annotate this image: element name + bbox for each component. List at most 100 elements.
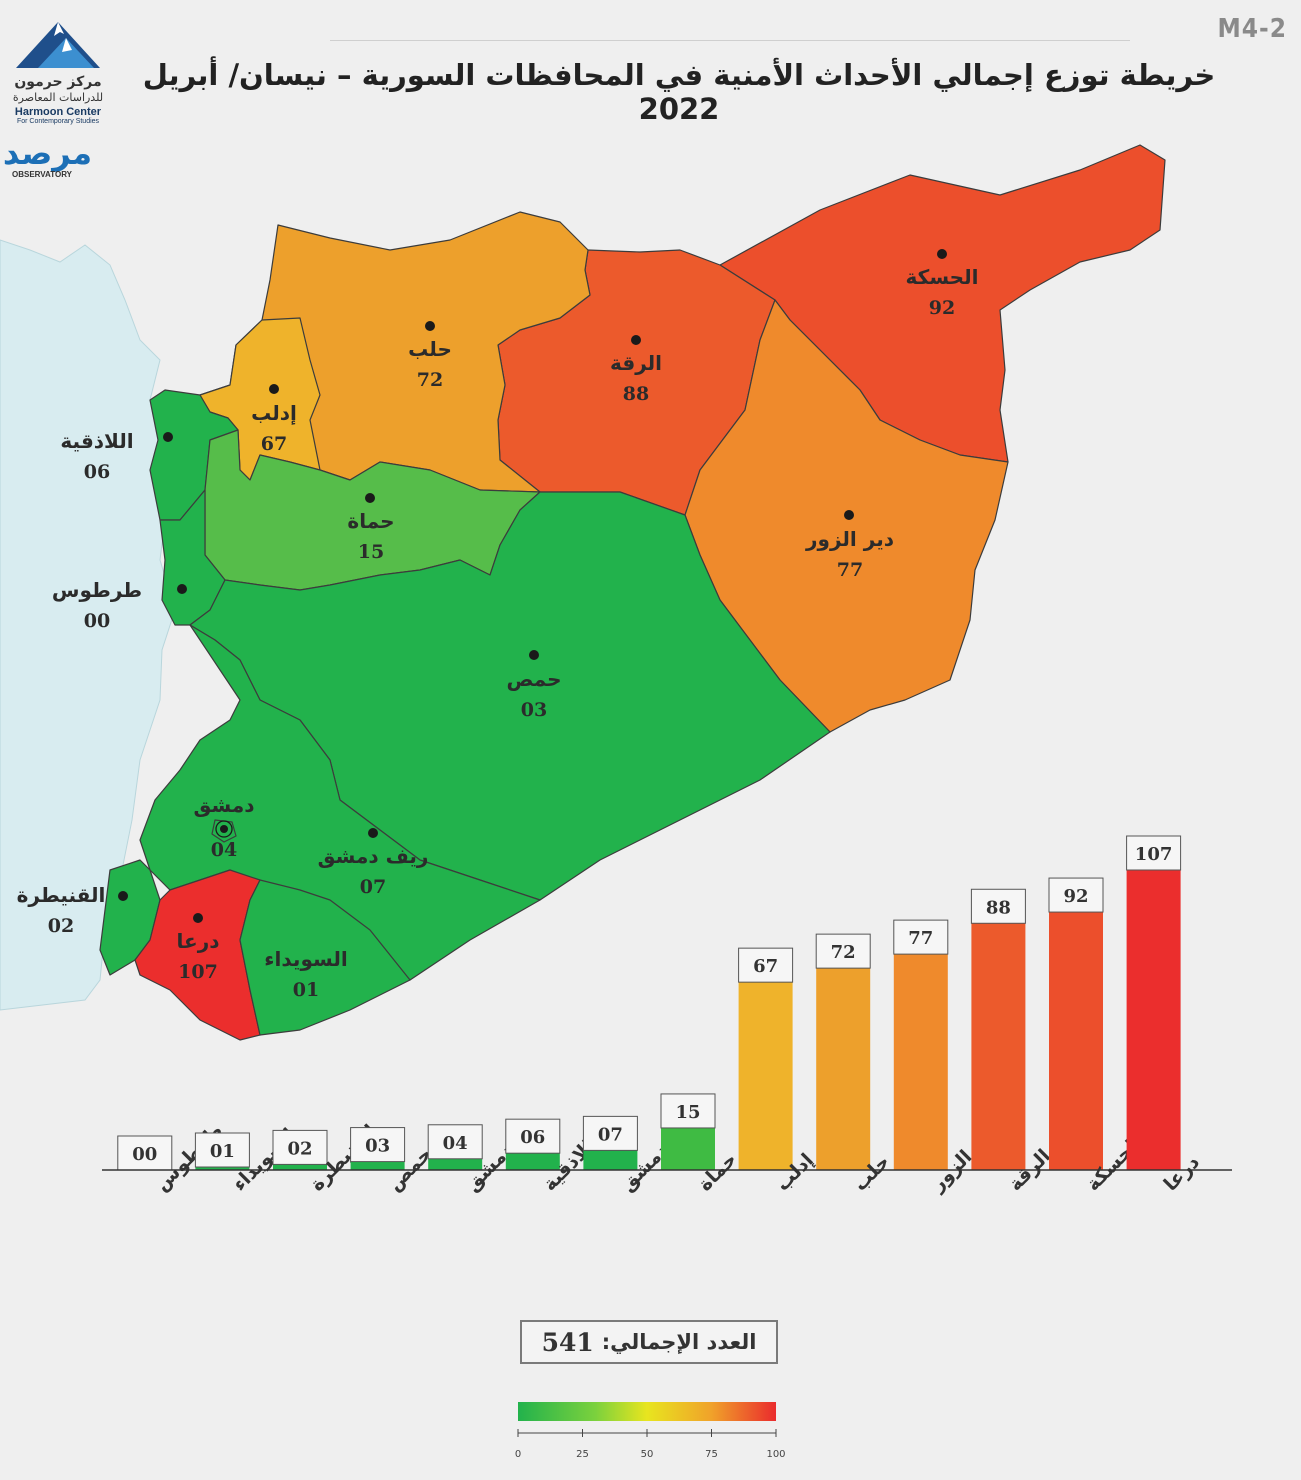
bar bbox=[971, 923, 1026, 1170]
scale-gradient-bar bbox=[518, 1402, 776, 1421]
bar-value-label: 92 bbox=[1063, 886, 1088, 907]
bar-value-label: 02 bbox=[287, 1138, 312, 1159]
hasakah-dot-icon bbox=[937, 249, 947, 259]
bar bbox=[273, 1164, 327, 1170]
bar-value-label: 15 bbox=[675, 1102, 700, 1123]
tartus-dot-icon bbox=[177, 584, 187, 594]
bar-value-box bbox=[738, 947, 794, 983]
label-raqqa: الرقة 88 bbox=[610, 350, 662, 406]
region-name: اللاذقية bbox=[60, 429, 134, 453]
region-name: حمص bbox=[506, 667, 562, 691]
bar bbox=[1049, 912, 1103, 1170]
region-value: 07 bbox=[359, 876, 387, 898]
region-name: طرطوس bbox=[51, 578, 143, 602]
bar-value-box bbox=[117, 1135, 173, 1171]
bar-value-label: 04 bbox=[443, 1133, 468, 1154]
region-name: الرقة bbox=[609, 351, 663, 375]
bar-value-label: 107 bbox=[1135, 844, 1173, 865]
bar-value-box bbox=[582, 1115, 638, 1151]
bar bbox=[893, 954, 948, 1170]
deir-dot-icon bbox=[844, 510, 854, 520]
label-damascus: دمشق 04 bbox=[193, 792, 254, 862]
bar-value-label: 06 bbox=[520, 1127, 545, 1148]
region-value: 04 bbox=[210, 839, 238, 861]
label-rifdimashq: ريف دمشق 07 bbox=[318, 843, 429, 899]
label-hama: حماة 15 bbox=[347, 508, 394, 564]
bar bbox=[195, 1167, 250, 1170]
bar bbox=[583, 1150, 638, 1170]
homs-dot-icon bbox=[529, 650, 539, 660]
observatory-logo: مرصد OBSERVATORY bbox=[2, 134, 92, 179]
bar-value-box bbox=[427, 1124, 483, 1160]
harmoon-logo: مركز حرمون للدراسات المعاصرة Harmoon Cen… bbox=[8, 18, 108, 125]
region-value: 92 bbox=[928, 297, 956, 319]
bar-value-label: 67 bbox=[753, 956, 778, 977]
scale-tick-label: 0 bbox=[515, 1449, 521, 1460]
daraa-dot-icon bbox=[193, 913, 203, 923]
bar bbox=[505, 1153, 560, 1170]
region-value: 107 bbox=[178, 961, 218, 983]
bar-value-label: 72 bbox=[831, 942, 856, 963]
bar bbox=[816, 968, 871, 1170]
total-box: العدد الإجمالي: 541 bbox=[520, 1320, 778, 1364]
hama-dot-icon bbox=[365, 493, 375, 503]
bar bbox=[1126, 870, 1181, 1170]
region-value: 03 bbox=[520, 699, 548, 721]
bar-value-box bbox=[893, 919, 949, 955]
syria-map bbox=[0, 144, 1166, 1041]
bar-value-label: 01 bbox=[210, 1141, 235, 1162]
bar bbox=[738, 982, 793, 1170]
region-name: السويداء bbox=[264, 947, 348, 971]
rifdimashq-dot-icon bbox=[368, 828, 378, 838]
region-name: حماة bbox=[347, 509, 395, 533]
damascus-dot-icon bbox=[220, 825, 228, 833]
quneitra-dot-icon bbox=[118, 891, 128, 901]
observatory-mark: مرصد bbox=[2, 134, 92, 172]
region-name: درعا bbox=[176, 929, 220, 953]
region-name: دمشق bbox=[193, 793, 255, 817]
bar bbox=[428, 1158, 483, 1170]
bar-value-box bbox=[970, 888, 1026, 924]
region-name: القنيطرة bbox=[16, 883, 106, 907]
bar-value-label: 03 bbox=[365, 1136, 390, 1157]
region-value: 88 bbox=[622, 383, 650, 405]
region-name: الحسكة bbox=[905, 265, 979, 289]
scale-tick-label: 50 bbox=[641, 1449, 654, 1460]
region-name: حلب bbox=[408, 337, 452, 361]
region-value: 01 bbox=[292, 979, 320, 1001]
region-value: 06 bbox=[83, 461, 111, 483]
region-value: 67 bbox=[260, 433, 288, 455]
scale-tick-label: 100 bbox=[766, 1449, 785, 1460]
bar-value-box bbox=[350, 1127, 406, 1163]
label-deir: دير الزور 77 bbox=[806, 526, 894, 582]
label-aleppo: حلب 72 bbox=[408, 336, 452, 392]
title-divider bbox=[330, 40, 1130, 41]
label-suwayda: السويداء 01 bbox=[264, 946, 347, 1002]
bar-value-box bbox=[194, 1132, 250, 1168]
mountain-logo-icon bbox=[16, 22, 100, 68]
bar-value-box bbox=[1126, 835, 1182, 871]
page-title: خريطة توزع إجمالي الأحداث الأمنية في الم… bbox=[142, 58, 1216, 126]
total-value: 541 bbox=[541, 1327, 594, 1357]
region-name: إدلب bbox=[251, 401, 297, 425]
latakia-dot-icon bbox=[163, 432, 173, 442]
bar-value-box bbox=[660, 1093, 716, 1129]
damascus-ring-icon bbox=[215, 820, 233, 838]
bar-value-label: 00 bbox=[132, 1144, 157, 1165]
bar-value-box bbox=[505, 1118, 561, 1154]
region-value: 77 bbox=[836, 559, 864, 581]
label-idlib: إدلب 67 bbox=[251, 400, 297, 456]
scale-tick-label: 25 bbox=[576, 1449, 589, 1460]
bar-value-label: 77 bbox=[908, 928, 933, 949]
observatory-label: OBSERVATORY bbox=[12, 170, 73, 179]
map-labels: الحسكة 92 الرقة 88 حلب 72 إدلب 67 اللاذق… bbox=[16, 265, 979, 1002]
label-tartus: طرطوس 00 bbox=[52, 577, 142, 633]
logo-subtitle-ar: للدراسات المعاصرة bbox=[12, 91, 104, 104]
bar-value-box bbox=[272, 1129, 328, 1165]
